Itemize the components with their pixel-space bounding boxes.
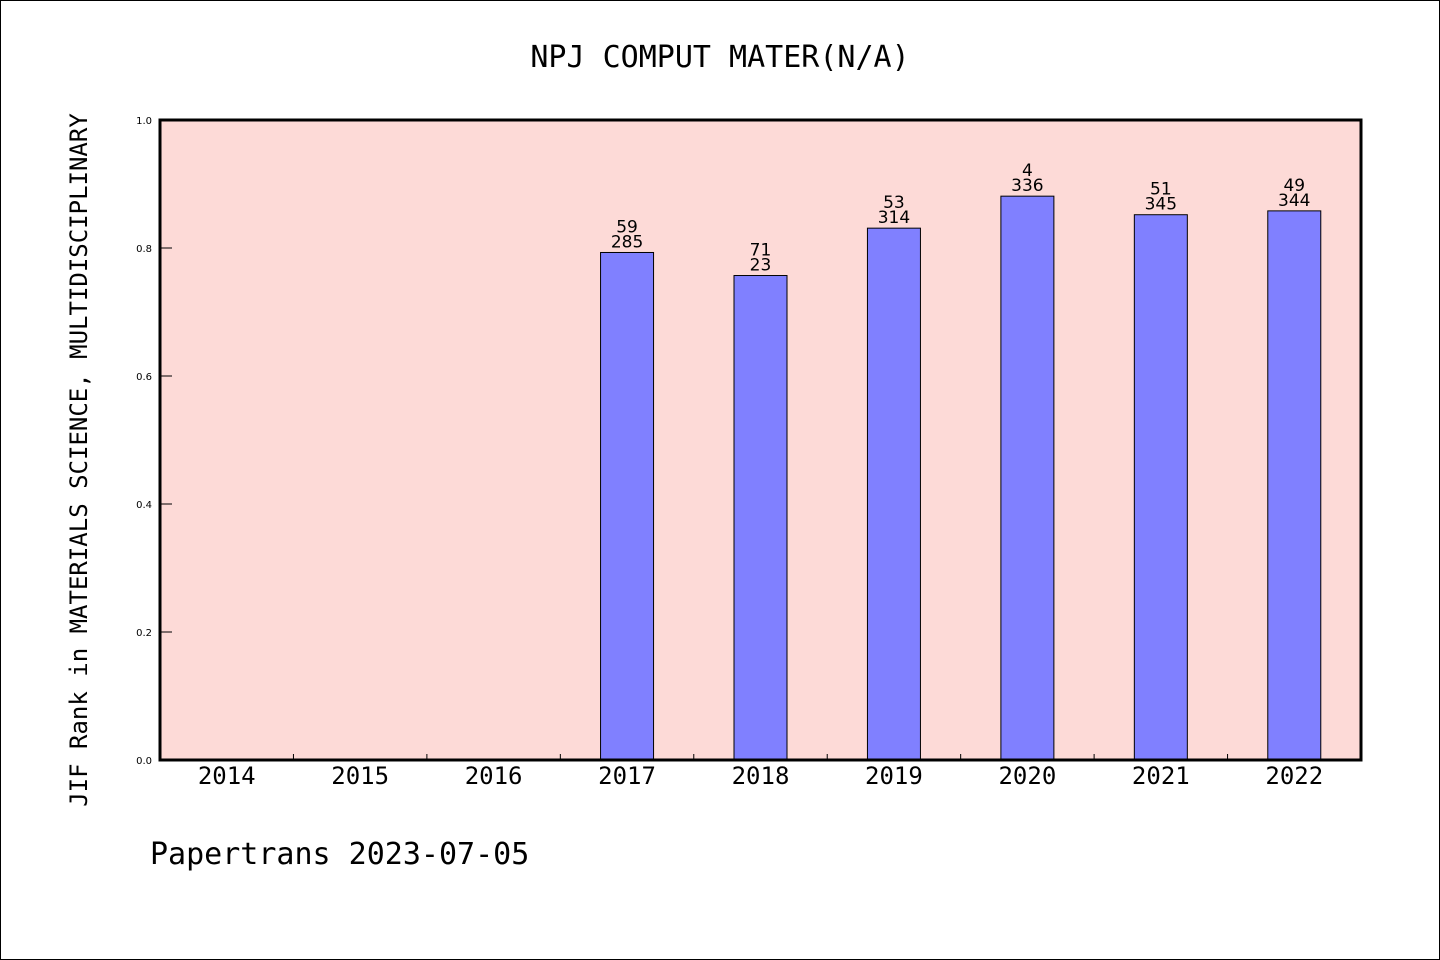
- y-tick-label: 0.2: [136, 628, 152, 639]
- data-label-rank: 4: [1022, 161, 1033, 181]
- data-label-total: 23: [750, 256, 772, 276]
- data-label-rank: 71: [750, 241, 772, 261]
- bar: [733, 275, 788, 761]
- data-label-total: 344: [1278, 191, 1310, 211]
- data-label-rank: 51: [1150, 180, 1172, 200]
- bar: [1133, 214, 1188, 761]
- y-tick-label: 1.0: [136, 116, 152, 127]
- data-label-total: 314: [878, 208, 910, 228]
- plot-border: [158, 118, 1363, 762]
- data-label-total: 285: [611, 232, 643, 252]
- x-tick-label: 2020: [998, 762, 1056, 790]
- bar: [1000, 195, 1055, 761]
- y-tick-label: 0.6: [136, 372, 152, 383]
- x-tick-label: 2019: [865, 762, 923, 790]
- x-tick-label: 2017: [598, 762, 656, 790]
- bar: [600, 251, 655, 761]
- data-label-rank: 59: [616, 217, 638, 237]
- bar: [866, 227, 921, 761]
- bar: [1267, 210, 1322, 761]
- x-tick-label: 2014: [198, 762, 256, 790]
- data-label-rank: 49: [1283, 176, 1305, 196]
- x-tick-label: 2022: [1265, 762, 1323, 790]
- chart-title: NPJ COMPUT MATER(N/A): [530, 40, 909, 75]
- x-tick-label: 2016: [465, 762, 523, 790]
- y-tick-label: 0.4: [136, 500, 152, 511]
- x-tick-label: 2018: [732, 762, 790, 790]
- data-label-rank: 53: [883, 193, 905, 213]
- x-tick-label: 2015: [331, 762, 389, 790]
- data-label-total: 336: [1011, 176, 1043, 196]
- data-label-total: 345: [1145, 195, 1177, 215]
- y-axis-label: JIF Rank in MATERIALS SCIENCE, MULTIDISC…: [65, 113, 93, 807]
- y-tick-label: 0.8: [136, 244, 152, 255]
- x-tick-label: 2021: [1132, 762, 1190, 790]
- footer-text: Papertrans 2023-07-05: [150, 837, 529, 872]
- y-tick-label: 0.0: [136, 756, 152, 767]
